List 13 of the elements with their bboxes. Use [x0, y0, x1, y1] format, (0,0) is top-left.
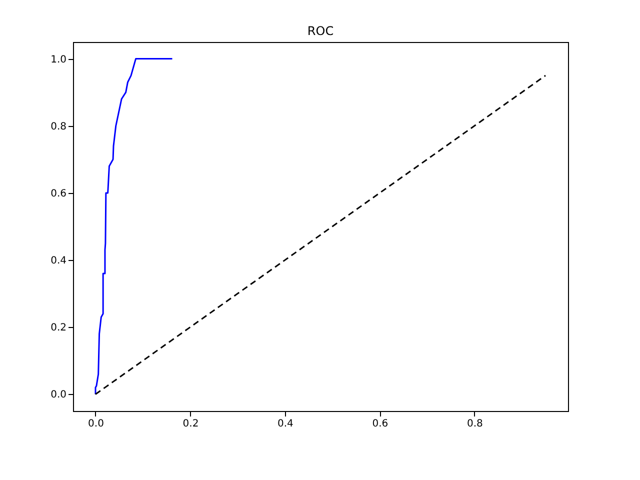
x-tick-label: 0.0 — [88, 418, 104, 430]
x-tick-label: 0.6 — [372, 418, 388, 430]
y-tick-label: 0.2 — [50, 322, 66, 334]
x-tick-label: 0.8 — [466, 418, 483, 430]
x-tick-label: 0.2 — [182, 418, 199, 430]
y-tick-label: 0.4 — [50, 256, 66, 267]
chart-title: ROC — [307, 24, 334, 38]
y-tick-label: 0.6 — [50, 188, 66, 200]
y-tick-label: 1.0 — [50, 54, 66, 66]
line-series — [94, 58, 173, 395]
y-tick-label: 0.8 — [50, 121, 66, 132]
x-tick-label: 0.4 — [278, 418, 294, 430]
y-tick-label: 0.0 — [50, 390, 66, 401]
